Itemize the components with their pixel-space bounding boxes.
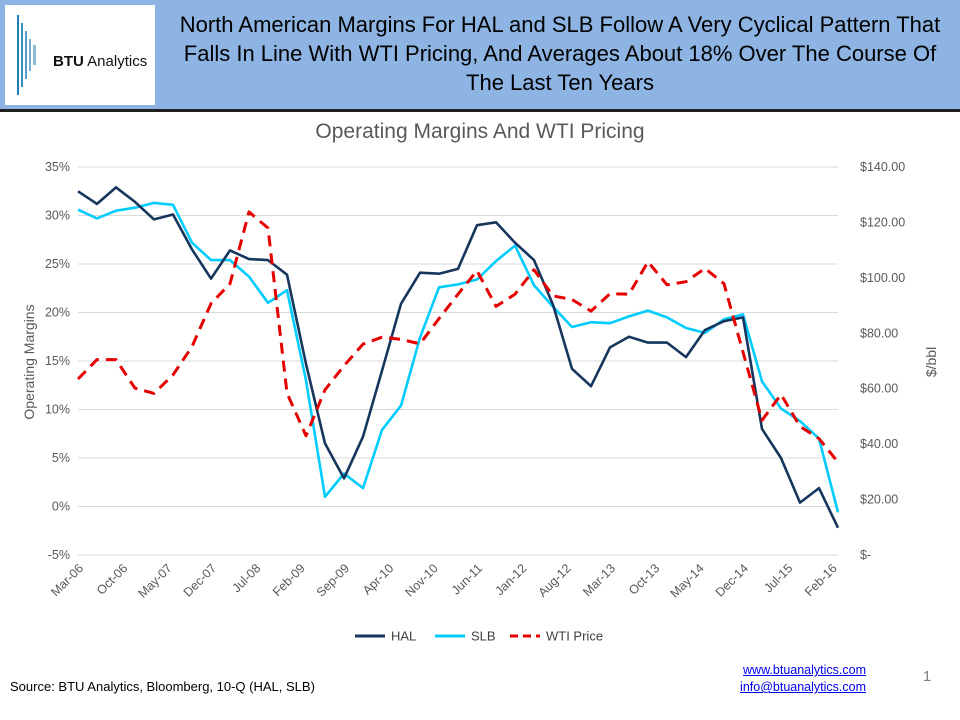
slide-title: North American Margins For HAL and SLB F… bbox=[179, 12, 941, 95]
header-banner: BTU Analytics North American Margins For… bbox=[0, 0, 960, 112]
x-tick-label: Apr-10 bbox=[360, 561, 396, 597]
legend-label: HAL bbox=[391, 629, 416, 644]
series-hal-line bbox=[77, 186, 840, 529]
logo: BTU Analytics bbox=[5, 5, 155, 105]
y-tick-label: 0% bbox=[52, 500, 70, 514]
y-tick-label: 25% bbox=[45, 257, 70, 271]
logo-bar bbox=[21, 23, 23, 87]
y2-tick-label: $140.00 bbox=[860, 160, 905, 174]
y-axis-title: Operating Margins bbox=[21, 304, 37, 419]
x-tick-label: Mar-06 bbox=[48, 561, 86, 599]
x-tick-label: Dec-14 bbox=[713, 561, 751, 599]
email-link[interactable]: info@btuanalytics.com bbox=[740, 680, 866, 694]
x-tick-label: Feb-09 bbox=[270, 561, 308, 599]
logo-text-bold: BTU bbox=[53, 53, 84, 70]
logo-bar bbox=[29, 39, 31, 71]
grid-lines bbox=[78, 166, 838, 556]
legend: HAL SLB WTI Price bbox=[355, 629, 603, 644]
y-tick-label: -5% bbox=[48, 548, 70, 562]
x-tick-label: Jun-11 bbox=[449, 561, 485, 597]
website-link[interactable]: www.btuanalytics.com bbox=[743, 663, 866, 677]
x-tick-label: Mar-13 bbox=[580, 561, 618, 599]
y2-tick-label: $80.00 bbox=[860, 326, 898, 340]
x-tick-label: Jul-15 bbox=[761, 561, 795, 595]
y-tick-label: 15% bbox=[45, 354, 70, 368]
y2-tick-label: $20.00 bbox=[860, 493, 898, 507]
y2-tick-label: $120.00 bbox=[860, 215, 905, 229]
chart-title: Operating Margins And WTI Pricing bbox=[315, 120, 645, 143]
y-tick-label: 20% bbox=[45, 306, 70, 320]
y2-tick-label: $- bbox=[860, 548, 871, 562]
legend-label: SLB bbox=[471, 629, 496, 644]
y2-axis-title: $/bbl bbox=[923, 347, 939, 377]
x-tick-label: Dec-07 bbox=[181, 561, 219, 599]
logo-text: BTU Analytics bbox=[53, 53, 147, 70]
logo-bar bbox=[17, 15, 19, 95]
y-tick-label: 5% bbox=[52, 451, 70, 465]
x-tick-label: Feb-16 bbox=[802, 561, 840, 599]
series-lines bbox=[76, 186, 840, 529]
x-tick-label: May-07 bbox=[135, 561, 174, 600]
right-axis-ticks: $140.00 $120.00 $100.00 $80.00 $60.00 $40.00 $… bbox=[860, 160, 905, 562]
y-tick-label: 30% bbox=[45, 209, 70, 223]
chart-svg: 35% 30% 25% 20% 15% 10% 5% 0% -5% $140.00 $120.00… bbox=[21, 160, 939, 644]
x-tick-label: May-14 bbox=[667, 561, 706, 600]
logo-text-rest: Analytics bbox=[83, 53, 148, 70]
logo-bar bbox=[33, 45, 36, 65]
logo-bar bbox=[25, 31, 27, 79]
x-tick-label: Oct-13 bbox=[626, 561, 662, 597]
y-tick-label: 35% bbox=[45, 160, 70, 174]
y-tick-label: 10% bbox=[45, 403, 70, 417]
x-tick-label: Sep-09 bbox=[314, 561, 352, 599]
x-tick-label: Jul-08 bbox=[229, 561, 263, 595]
logo-bars-icon bbox=[17, 15, 36, 95]
legend-label: WTI Price bbox=[546, 629, 603, 644]
x-tick-label: Oct-06 bbox=[94, 561, 130, 597]
y2-tick-label: $60.00 bbox=[860, 382, 898, 396]
y2-tick-label: $100.00 bbox=[860, 271, 905, 285]
x-tick-label: Jan-12 bbox=[492, 561, 529, 598]
x-tick-label: Nov-10 bbox=[402, 561, 440, 599]
left-axis-ticks: 35% 30% 25% 20% 15% 10% 5% 0% -5% bbox=[45, 160, 70, 562]
y2-tick-label: $40.00 bbox=[860, 437, 898, 451]
x-axis-ticks: Mar-06 Oct-06 May-07 Dec-07 Jul-08 Feb-09 Sep-… bbox=[48, 561, 840, 600]
contact-links: www.btuanalytics.com info@btuanalytics.c… bbox=[700, 662, 866, 696]
source-note: Source: BTU Analytics, Bloomberg, 10-Q (… bbox=[10, 679, 315, 694]
series-wti-price-line bbox=[76, 210, 840, 464]
x-tick-label: Aug-12 bbox=[535, 561, 573, 599]
page-number: 1 bbox=[922, 668, 932, 685]
